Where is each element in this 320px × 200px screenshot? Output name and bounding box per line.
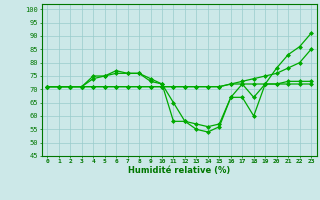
- X-axis label: Humidité relative (%): Humidité relative (%): [128, 166, 230, 175]
